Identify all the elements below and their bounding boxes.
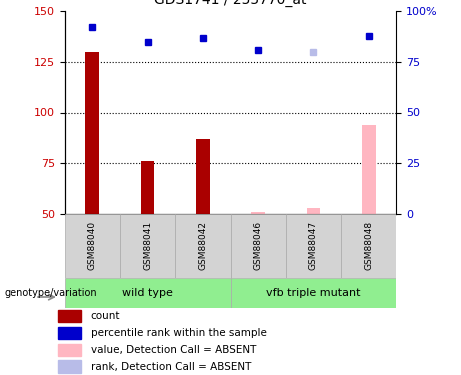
Text: GSM88046: GSM88046 [254,221,263,270]
Text: GSM88042: GSM88042 [198,221,207,270]
Text: value, Detection Call = ABSENT: value, Detection Call = ABSENT [91,345,256,355]
Bar [85,52,99,214]
Bar [65,278,230,308]
Bar [251,212,265,214]
Bar [286,214,341,278]
Bar [362,124,376,214]
Bar [65,214,120,278]
Bar [307,208,320,214]
Text: GSM88041: GSM88041 [143,221,152,270]
Text: wild type: wild type [122,288,173,297]
Text: rank, Detection Call = ABSENT: rank, Detection Call = ABSENT [91,362,251,372]
Bar [341,214,396,278]
Bar [230,214,286,278]
Bar [141,161,154,214]
Bar [230,278,396,308]
Text: vfb triple mutant: vfb triple mutant [266,288,361,297]
Text: count: count [91,311,120,321]
Bar [120,214,175,278]
Bar [196,139,210,214]
Bar [58,327,81,339]
Bar [58,360,81,373]
Bar [58,344,81,356]
Text: genotype/variation: genotype/variation [5,288,97,297]
Bar [175,214,230,278]
Title: GDS1741 / 255770_at: GDS1741 / 255770_at [154,0,307,8]
Text: percentile rank within the sample: percentile rank within the sample [91,328,266,338]
Text: GSM88047: GSM88047 [309,221,318,270]
Text: GSM88048: GSM88048 [364,221,373,270]
Bar [58,310,81,322]
Text: GSM88040: GSM88040 [88,221,97,270]
